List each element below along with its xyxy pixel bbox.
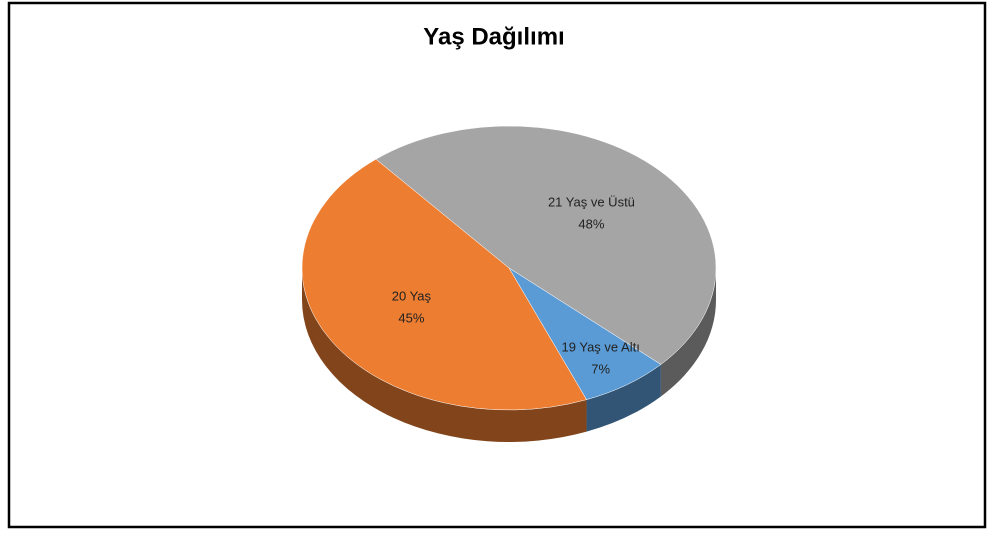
- slice-value-label: 45%: [398, 311, 424, 326]
- slice-value-label: 48%: [578, 217, 604, 232]
- slice-label: 19 Yaş ve Altı: [562, 340, 640, 355]
- chart-title: Yaş Dağılımı: [423, 23, 564, 50]
- pie-slice: [375, 125, 717, 365]
- slice-side: [302, 268, 587, 442]
- pie-labels: 21 Yaş ve Üstü 48% 19 Yaş ve Altı 7% 20 Yaş 4…: [392, 195, 640, 377]
- pie-tops: [301, 125, 717, 411]
- slice-label: 20 Yaş: [392, 289, 432, 304]
- pie-sides: [302, 268, 716, 442]
- slice-side: [660, 268, 716, 397]
- pie-slice: [301, 158, 587, 411]
- slice-label: 21 Yaş ve Üstü: [548, 195, 635, 210]
- slice-side: [586, 364, 661, 432]
- slice-value-label: 7%: [591, 362, 610, 377]
